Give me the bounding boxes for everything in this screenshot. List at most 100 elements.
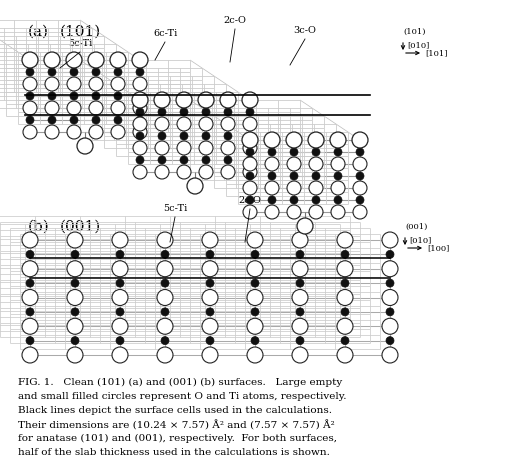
Circle shape (246, 108, 254, 116)
Text: 5c-Ti: 5c-Ti (163, 204, 187, 213)
Circle shape (116, 308, 124, 316)
Circle shape (26, 337, 34, 345)
Circle shape (133, 93, 147, 107)
Circle shape (88, 52, 104, 68)
Circle shape (268, 196, 276, 204)
Circle shape (114, 92, 122, 100)
Circle shape (133, 53, 147, 67)
Circle shape (353, 133, 367, 147)
Circle shape (71, 337, 79, 345)
Circle shape (70, 92, 78, 100)
Circle shape (161, 250, 169, 258)
Circle shape (180, 132, 188, 140)
Circle shape (331, 157, 345, 171)
Circle shape (341, 337, 349, 345)
Circle shape (251, 337, 259, 345)
Circle shape (292, 290, 308, 306)
Circle shape (296, 250, 304, 258)
Circle shape (246, 196, 254, 204)
Circle shape (290, 196, 298, 204)
Circle shape (247, 261, 263, 277)
Circle shape (220, 92, 236, 108)
Circle shape (356, 148, 364, 156)
Circle shape (155, 165, 169, 179)
Circle shape (246, 156, 254, 164)
Circle shape (45, 101, 59, 115)
Circle shape (177, 93, 191, 107)
Circle shape (22, 290, 38, 306)
Circle shape (111, 53, 125, 67)
Circle shape (246, 148, 254, 156)
Circle shape (292, 347, 308, 363)
Circle shape (116, 250, 124, 258)
Circle shape (92, 68, 100, 76)
Circle shape (180, 108, 188, 116)
Circle shape (337, 261, 353, 277)
Circle shape (133, 117, 147, 131)
Circle shape (265, 157, 279, 171)
Circle shape (116, 337, 124, 345)
Circle shape (157, 290, 173, 306)
Circle shape (202, 347, 218, 363)
Circle shape (265, 205, 279, 219)
Circle shape (352, 132, 368, 148)
Circle shape (48, 92, 56, 100)
Circle shape (132, 92, 148, 108)
Circle shape (112, 232, 128, 248)
Circle shape (155, 93, 169, 107)
Circle shape (89, 53, 103, 67)
Circle shape (23, 53, 37, 67)
Circle shape (382, 261, 398, 277)
Circle shape (133, 101, 147, 115)
Text: Their dimensions are (10.24 × 7.57) Å² and (7.57 × 7.57) Å²: Their dimensions are (10.24 × 7.57) Å² a… (18, 420, 335, 430)
Circle shape (247, 232, 263, 248)
Circle shape (161, 279, 169, 287)
Circle shape (290, 172, 298, 180)
Circle shape (157, 232, 173, 248)
Circle shape (22, 347, 38, 363)
Circle shape (67, 77, 81, 91)
Circle shape (292, 318, 308, 334)
Circle shape (70, 116, 78, 124)
Circle shape (382, 318, 398, 334)
Text: (b): (b) (28, 220, 50, 234)
Circle shape (158, 108, 166, 116)
Circle shape (265, 181, 279, 195)
Circle shape (161, 308, 169, 316)
Circle shape (386, 308, 394, 316)
Circle shape (287, 157, 301, 171)
Text: (001): (001) (60, 220, 101, 234)
Circle shape (67, 232, 83, 248)
Circle shape (161, 337, 169, 345)
Circle shape (264, 132, 280, 148)
Circle shape (386, 337, 394, 345)
Circle shape (341, 279, 349, 287)
Circle shape (89, 125, 103, 139)
Circle shape (176, 92, 192, 108)
Circle shape (92, 92, 100, 100)
Circle shape (296, 279, 304, 287)
Circle shape (45, 125, 59, 139)
Circle shape (112, 318, 128, 334)
Circle shape (133, 165, 147, 179)
Circle shape (22, 232, 38, 248)
Circle shape (331, 133, 345, 147)
Circle shape (114, 116, 122, 124)
Circle shape (337, 232, 353, 248)
Circle shape (136, 116, 144, 124)
Text: [101]: [101] (425, 49, 447, 57)
Circle shape (23, 77, 37, 91)
Circle shape (26, 308, 34, 316)
Circle shape (112, 261, 128, 277)
Circle shape (157, 347, 173, 363)
Circle shape (334, 196, 342, 204)
Circle shape (353, 205, 367, 219)
Text: for anatase (101) and (001), respectively.  For both surfaces,: for anatase (101) and (001), respectivel… (18, 434, 337, 443)
Circle shape (66, 52, 82, 68)
Circle shape (199, 141, 213, 155)
Circle shape (297, 218, 313, 234)
Circle shape (23, 125, 37, 139)
Circle shape (45, 53, 59, 67)
Circle shape (334, 148, 342, 156)
Circle shape (67, 261, 83, 277)
